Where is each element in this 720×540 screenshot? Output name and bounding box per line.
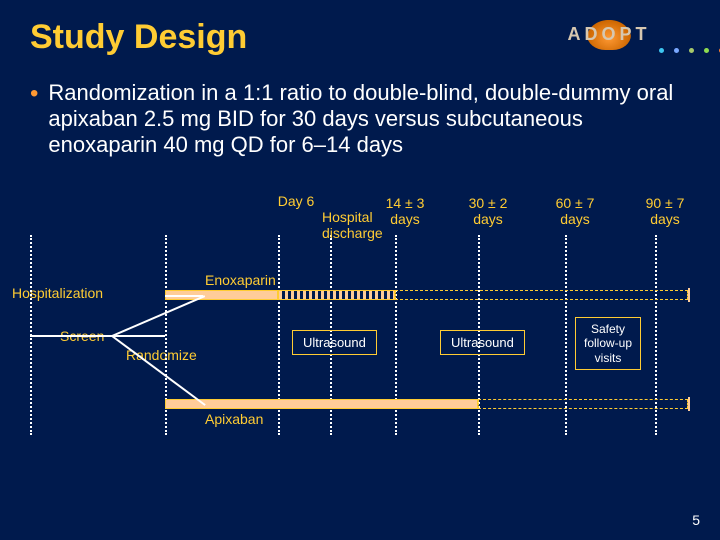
timeline-label: 60 ± 7days (535, 195, 615, 227)
ultrasound-box: Ultrasound (292, 330, 377, 355)
timeline-label: 30 ± 2days (448, 195, 528, 227)
timeline-label: 14 ± 3days (365, 195, 445, 227)
timeline-label: Day 6 (256, 193, 336, 209)
timeline-diagram: Hospitalization Screen Randomize Enoxapa… (0, 195, 720, 495)
apixaban-bar-dashed (478, 399, 688, 409)
enoxaparin-bar-striped (278, 290, 395, 300)
ultrasound-box: Ultrasound (440, 330, 525, 355)
bullet-icon: • (30, 82, 38, 106)
bar-endcap (688, 397, 690, 411)
branch-line (165, 295, 203, 297)
bullet-text: Randomization in a 1:1 ratio to double-b… (48, 80, 690, 158)
logo-text: ADOPT (534, 24, 684, 45)
slide-number: 5 (692, 512, 700, 528)
branch-line (30, 335, 165, 337)
branch-line (112, 295, 206, 337)
safety-followup-box: Safetyfollow-upvisits (575, 317, 641, 370)
label-enoxaparin: Enoxaparin (205, 272, 276, 288)
apixaban-bar-solid (165, 399, 478, 409)
slide-title: Study Design (30, 18, 247, 57)
label-apixaban: Apixaban (205, 411, 263, 427)
enoxaparin-bar-dashed (395, 290, 688, 300)
bullet-item: • Randomization in a 1:1 ratio to double… (30, 80, 690, 158)
adopt-logo: ADOPT (534, 20, 684, 58)
logo-dots (534, 48, 720, 53)
bar-endcap (688, 288, 690, 302)
timeline-label: 90 ± 7days (625, 195, 705, 227)
label-hospitalization: Hospitalization (12, 285, 103, 301)
branch-line (111, 335, 205, 406)
